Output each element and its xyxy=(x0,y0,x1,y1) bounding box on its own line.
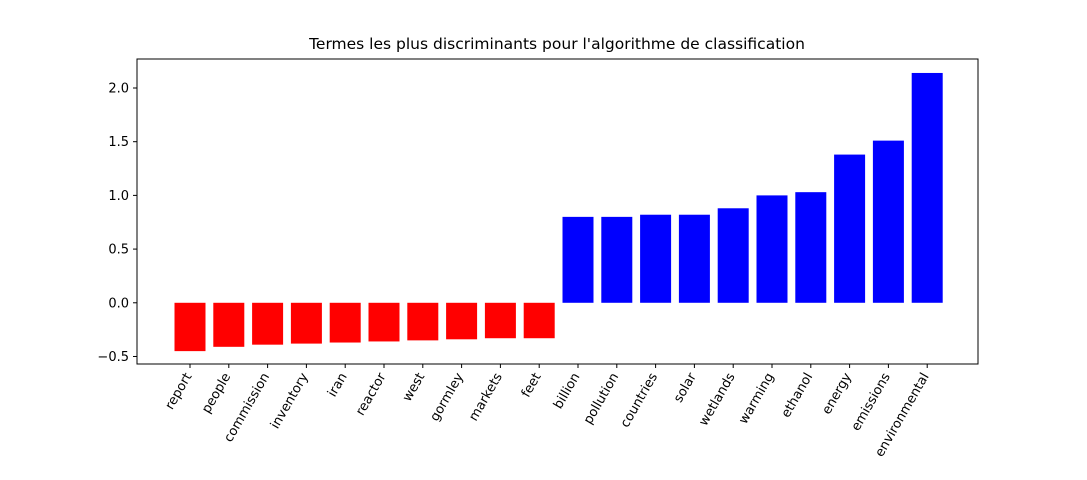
x-tick-label-west: west xyxy=(400,371,428,405)
bar-countries xyxy=(640,214,672,303)
y-tick-label: 0.5 xyxy=(108,243,129,258)
bar-billion xyxy=(562,216,594,303)
x-tick-label-people: people xyxy=(199,371,234,417)
bar-environmental xyxy=(911,72,943,303)
bar-solar xyxy=(678,214,710,303)
x-tick-label-ethanol: ethanol xyxy=(779,371,817,421)
y-tick-label: 2.0 xyxy=(108,81,129,96)
bar-commission xyxy=(252,302,284,345)
bar-wetlands xyxy=(717,208,749,303)
x-tick-label-inventory: inventory xyxy=(268,370,312,431)
x-tick-label-emissions: emissions xyxy=(849,370,894,433)
x-tick-label-energy: energy xyxy=(819,370,855,417)
x-tick-label-gormley: gormley xyxy=(427,370,467,424)
x-tick-label-countries: countries xyxy=(618,370,661,430)
y-tick-label: 1.5 xyxy=(108,135,129,150)
x-tick-label-billion: billion xyxy=(551,371,583,412)
x-tick-label-feet: feet xyxy=(519,371,545,401)
bar-west xyxy=(407,302,439,341)
bar-energy xyxy=(834,154,866,303)
plot-frame xyxy=(136,58,979,365)
bars-layer xyxy=(174,72,943,352)
x-tick-label-iran: iran xyxy=(325,371,351,400)
chart-title: Termes les plus discriminants pour l'alg… xyxy=(308,35,805,53)
x-tick-label-solar: solar xyxy=(671,370,700,405)
bar-ethanol xyxy=(795,192,827,303)
bar-feet xyxy=(523,302,555,339)
y-axis: −0.5 0.0 0.5 1.0 1.5 2.0 xyxy=(97,81,137,365)
y-tick-label: 1.0 xyxy=(108,189,129,204)
bar-pollution xyxy=(601,216,633,303)
x-tick-label-markets: markets xyxy=(466,370,506,424)
x-tick-label-reactor: reactor xyxy=(353,370,390,418)
bar-reactor xyxy=(368,302,400,342)
bar-emissions xyxy=(872,140,904,303)
bar-report xyxy=(174,302,206,352)
bar-markets xyxy=(484,302,516,339)
bar-warming xyxy=(756,195,788,303)
y-tick-label: −0.5 xyxy=(97,350,129,365)
bar-people xyxy=(213,302,245,347)
x-tick-label-warming: warming xyxy=(736,371,777,427)
bar-gormley xyxy=(446,302,478,340)
x-tick-label-pollution: pollution xyxy=(581,371,622,427)
y-tick-label: 0.0 xyxy=(108,296,129,311)
bar-inventory xyxy=(290,302,322,344)
x-tick-label-wetlands: wetlands xyxy=(696,370,738,428)
x-tick-label-report: report xyxy=(163,371,196,413)
bar-iran xyxy=(329,302,361,343)
